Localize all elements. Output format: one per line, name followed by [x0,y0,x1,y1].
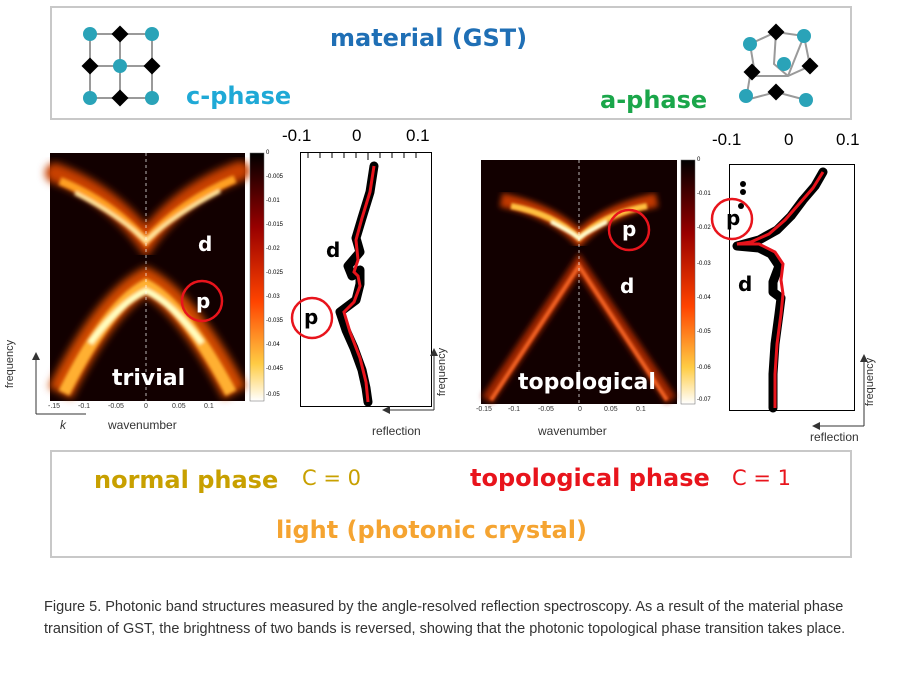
cbar1-tick: -0.02 [266,246,280,252]
refl-tick: 0 [784,130,794,149]
topological-p-circle [607,208,651,252]
cbar1-tick: -0.015 [266,222,284,228]
cbar1-tick: -0.035 [266,318,284,324]
cbar1-tick: -0.01 [266,198,280,204]
cbar2-tick: -0.02 [697,225,711,231]
cbar1-tick: -0.03 [266,294,280,300]
left-refl-p-label: p [304,305,319,329]
topological-colorbar [680,159,696,405]
refl-tick: 0 [352,126,362,145]
trivial-x-ticks: -.15 -0.1 -0.05 0 0.05 0.1 [44,403,244,415]
x-tick: -0.1 [508,406,521,413]
a-phase-label: a-phase [600,86,708,114]
trivial-band-map [45,153,250,401]
cbar2-tick: -0.03 [697,261,711,267]
c-phase-lattice-icon [81,25,161,107]
right-refl-frequency-label: frequency [864,357,877,407]
right-refl-p-circle [710,197,754,241]
topological-band-map [481,160,677,404]
left-refl-d-label: d [326,238,341,262]
a-phase-lattice-icon [739,23,819,107]
c-phase-label: c-phase [186,82,292,110]
refl-tick: 0.1 [836,130,860,149]
x-tick: -0.1 [78,403,91,410]
trivial-x-axis-label: wavenumber [108,418,177,432]
refl-tick: -0.1 [712,130,742,149]
x-tick: 0 [578,406,582,413]
x-tick: -0.05 [108,403,124,410]
topological-label: topological [518,370,656,395]
right-reflection-arrow [812,354,868,430]
k-label: k [60,418,66,432]
left-refl-p-circle [290,296,334,340]
topological-colorbar-ticks: 0 -0.01 -0.02 -0.03 -0.04 -0.05 -0.06 -0… [697,157,727,407]
refl-tick: -0.1 [282,126,312,145]
c1-label: C = 1 [732,466,791,490]
cbar2-tick: -0.07 [697,397,711,403]
left-refl-ticks: -0.1 0 0.1 [282,126,452,148]
cbar1-tick: -0.005 [266,174,284,180]
trivial-p-label: p [196,289,211,313]
right-refl-d-label: d [738,272,753,296]
x-tick: 0.05 [172,403,186,410]
topological-x-axis-label: wavenumber [538,424,607,438]
trivial-colorbar-ticks: 0 -0.005 -0.01 -0.015 -0.02 -0.025 -0.03… [266,150,296,404]
cbar2-tick: -0.04 [697,295,711,301]
material-panel [50,6,852,120]
cbar2-tick: -0.01 [697,191,711,197]
left-reflection-plot [300,152,432,407]
cbar2-tick: 0 [697,157,701,163]
left-frequency-arrow [32,352,86,415]
topological-phase-label: topological phase [470,464,710,492]
cbar2-tick: -0.05 [697,329,711,335]
x-tick: -0.15 [476,406,492,413]
cbar1-tick: -0.025 [266,270,284,276]
x-tick: 0.1 [204,403,214,410]
refl-tick: 0.1 [406,126,430,145]
topological-p-label: p [622,217,637,241]
left-reflection-arrow [382,348,438,414]
left-frequency-label: frequency [4,339,17,389]
x-tick: 0.1 [636,406,646,413]
material-title: material (GST) [330,24,528,52]
trivial-p-circle [180,279,224,323]
right-reflection-plot [729,164,855,413]
c0-label: C = 0 [302,466,361,490]
cbar1-tick: -0.045 [266,366,284,372]
right-refl-p-label: p [726,206,741,230]
left-reflection-label: reflection [372,424,421,438]
normal-phase-label: normal phase [94,466,279,494]
trivial-colorbar [249,152,265,402]
left-refl-frequency-label: frequency [436,347,449,397]
x-tick: 0.05 [604,406,618,413]
right-refl-ticks: -0.1 0 0.1 [712,130,882,152]
topological-x-ticks: -0.15 -0.1 -0.05 0 0.05 0.1 [476,406,676,418]
x-tick: 0 [144,403,148,410]
x-tick: -.15 [48,403,61,410]
cbar1-tick: -0.05 [266,392,280,398]
trivial-d-label: d [198,232,213,256]
x-tick: -0.05 [538,406,554,413]
cbar1-tick: 0 [266,150,270,156]
trivial-label: trivial [112,366,186,391]
photonic-panel [50,450,852,558]
cbar1-tick: -0.04 [266,342,280,348]
right-reflection-label: reflection [810,430,859,444]
figure-caption: Figure 5. Photonic band structures measu… [44,599,846,637]
light-label: light (photonic crystal) [276,516,587,544]
cbar2-tick: -0.06 [697,365,711,371]
topological-d-label: d [620,274,635,298]
